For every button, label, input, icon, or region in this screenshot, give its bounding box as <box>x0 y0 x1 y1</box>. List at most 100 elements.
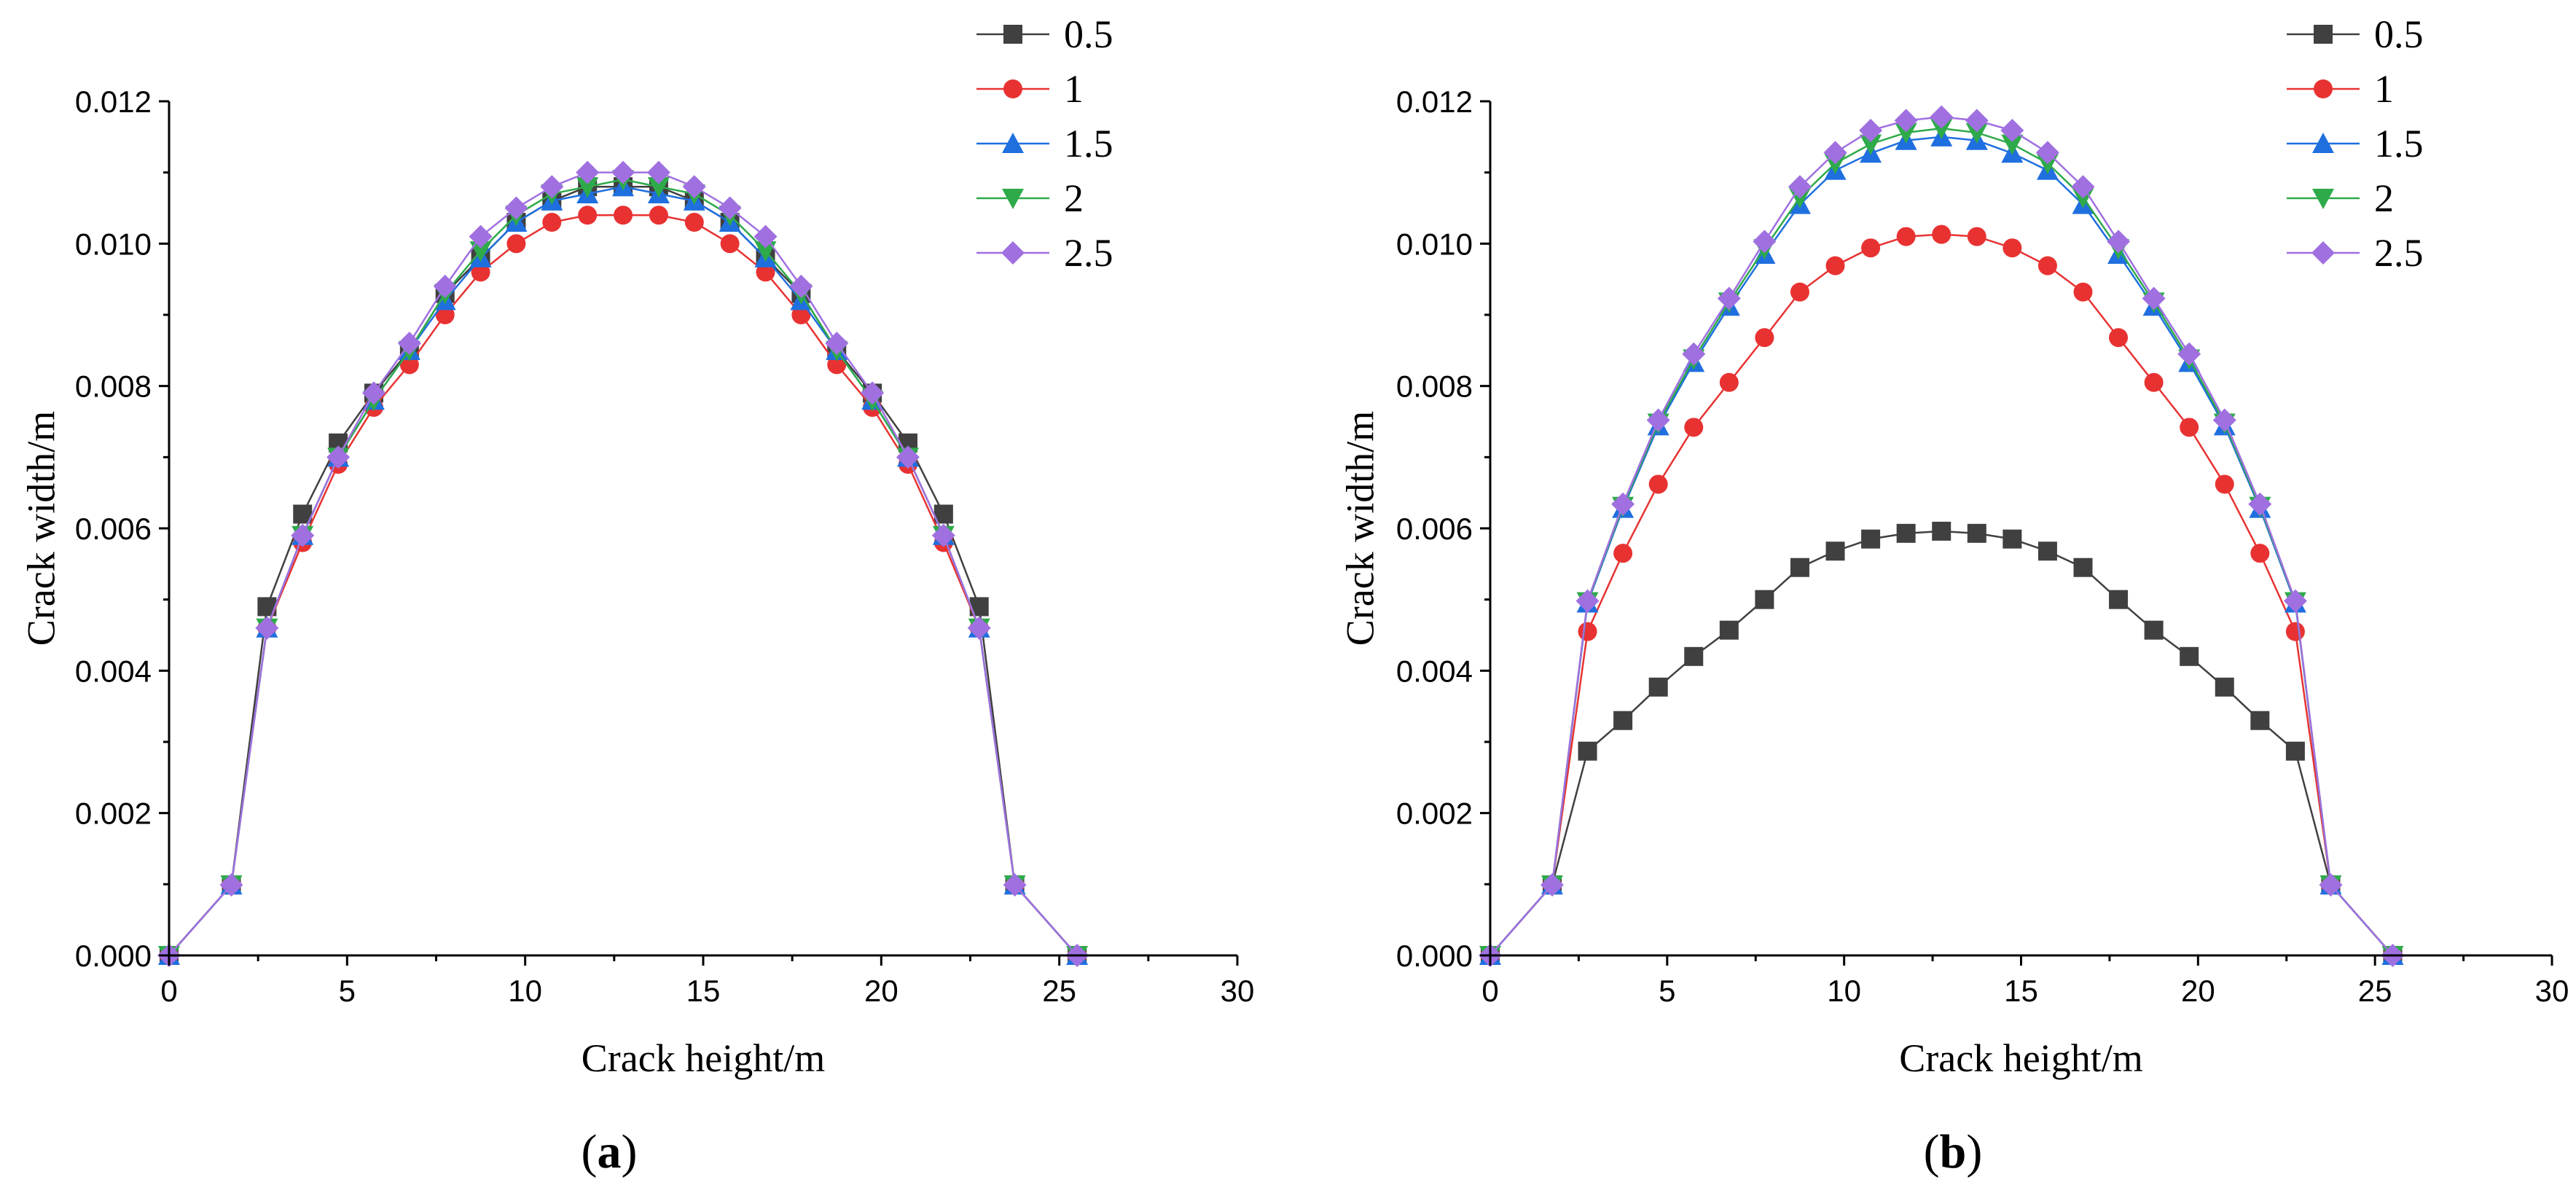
data-point <box>2037 256 2057 275</box>
data-point <box>2250 711 2270 730</box>
legend-entry-2.5: 2.5 <box>2287 231 2424 275</box>
data-point <box>861 381 885 405</box>
legend-marker <box>1001 241 1025 265</box>
data-point <box>1823 141 1847 165</box>
panel-label: (b) <box>1924 1125 1983 1178</box>
data-point <box>1578 622 1597 641</box>
legend-entry-2.5: 2.5 <box>976 231 1113 275</box>
data-point <box>825 332 849 356</box>
data-point <box>506 234 526 254</box>
data-point <box>326 445 351 469</box>
axes: 0 5 10 15 20 25 30 0.000 0.002 0.004 0.006 0.008 0.0… <box>75 85 1254 1008</box>
series-line-1 <box>1489 233 2394 956</box>
data-point <box>967 616 991 640</box>
y-tick-label: 0.006 <box>1396 512 1473 546</box>
series-line-1.5 <box>168 185 1078 956</box>
series-2.5 <box>157 160 1089 967</box>
data-point <box>1965 109 1989 133</box>
data-point <box>1790 558 1809 577</box>
legend-entry-1: 1 <box>2287 67 2394 111</box>
data-point <box>1825 541 1845 561</box>
x-tick-label: 5 <box>339 974 356 1008</box>
legend-label: 2 <box>1064 176 1084 220</box>
legend-marker <box>2312 189 2334 209</box>
y-tick-label: 0.002 <box>1396 797 1473 831</box>
data-point <box>1611 492 1635 516</box>
data-point <box>2109 328 2129 348</box>
data-point <box>611 160 635 184</box>
data-point <box>756 262 775 282</box>
series-2 <box>1479 119 2404 966</box>
data-point <box>576 177 599 198</box>
data-point <box>1682 342 1706 366</box>
data-point <box>1861 238 1881 258</box>
data-point <box>1613 544 1633 563</box>
data-point <box>2144 620 2164 640</box>
data-point <box>1860 134 1882 155</box>
data-point <box>1755 328 1774 348</box>
series-1 <box>160 206 1087 965</box>
y-tick-label: 0.008 <box>75 369 152 404</box>
data-point <box>1790 282 1809 302</box>
data-point <box>1932 521 1951 541</box>
data-point <box>791 305 811 324</box>
series-line-2 <box>1489 127 2394 956</box>
data-point <box>1648 677 1668 697</box>
data-point <box>2003 238 2022 258</box>
data-point <box>1965 122 1988 144</box>
data-point <box>896 445 920 469</box>
data-point <box>789 274 813 298</box>
data-point <box>649 206 668 225</box>
data-point <box>2177 342 2201 366</box>
legend: 0.5 1 1.5 2 2.5 <box>2287 12 2424 275</box>
panel-label: (a) <box>582 1125 638 1178</box>
x-tick-label: 0 <box>160 974 177 1008</box>
y-tick-label: 0.010 <box>1396 227 1473 261</box>
legend-marker <box>1002 133 1024 153</box>
data-point <box>682 175 706 199</box>
data-point <box>1896 523 1916 543</box>
data-point <box>2035 141 2059 165</box>
data-point <box>2142 286 2166 310</box>
legend: 0.5 1 1.5 2 2.5 <box>976 12 1113 275</box>
legend-label: 1.5 <box>2374 122 2424 165</box>
legend-marker <box>2312 133 2334 153</box>
x-tick-label: 20 <box>864 974 899 1008</box>
x-tick-label: 30 <box>2535 974 2569 1008</box>
data-point <box>1967 227 1986 246</box>
data-point <box>1825 256 1845 275</box>
data-point <box>1930 119 1953 140</box>
y-tick-label: 0.004 <box>75 654 152 688</box>
data-point <box>2215 474 2234 494</box>
data-point <box>433 274 457 298</box>
data-point <box>2248 492 2272 516</box>
x-tick-label: 10 <box>508 974 542 1008</box>
legend-entry-0.5: 0.5 <box>2287 12 2424 56</box>
data-point <box>1753 230 1777 254</box>
legend-entry-1.5: 1.5 <box>2287 122 2424 165</box>
legend-marker <box>1002 189 1024 209</box>
data-point <box>504 196 528 220</box>
data-point <box>1861 529 1881 549</box>
legend-label: 1.5 <box>1064 122 1113 165</box>
y-tick-label: 0.006 <box>75 512 152 546</box>
data-point <box>361 381 385 405</box>
data-point <box>2003 529 2022 549</box>
data-point <box>753 224 778 249</box>
legend-label: 1 <box>1064 67 1084 111</box>
data-point <box>2212 408 2236 432</box>
legend-entry-2: 2 <box>976 176 1084 220</box>
data-point <box>399 355 419 375</box>
y-tick-label: 0.012 <box>75 85 152 119</box>
data-point <box>2250 544 2270 563</box>
data-point <box>2107 230 2131 254</box>
series-line-0.5 <box>1489 530 2394 956</box>
y-axis-title: Crack width/m <box>1338 411 1382 646</box>
data-point <box>291 523 315 547</box>
series-line-2.5 <box>168 171 1078 956</box>
data-point <box>1684 418 1704 437</box>
data-point <box>435 305 455 324</box>
series-1 <box>1481 224 2403 965</box>
data-point <box>718 196 742 220</box>
